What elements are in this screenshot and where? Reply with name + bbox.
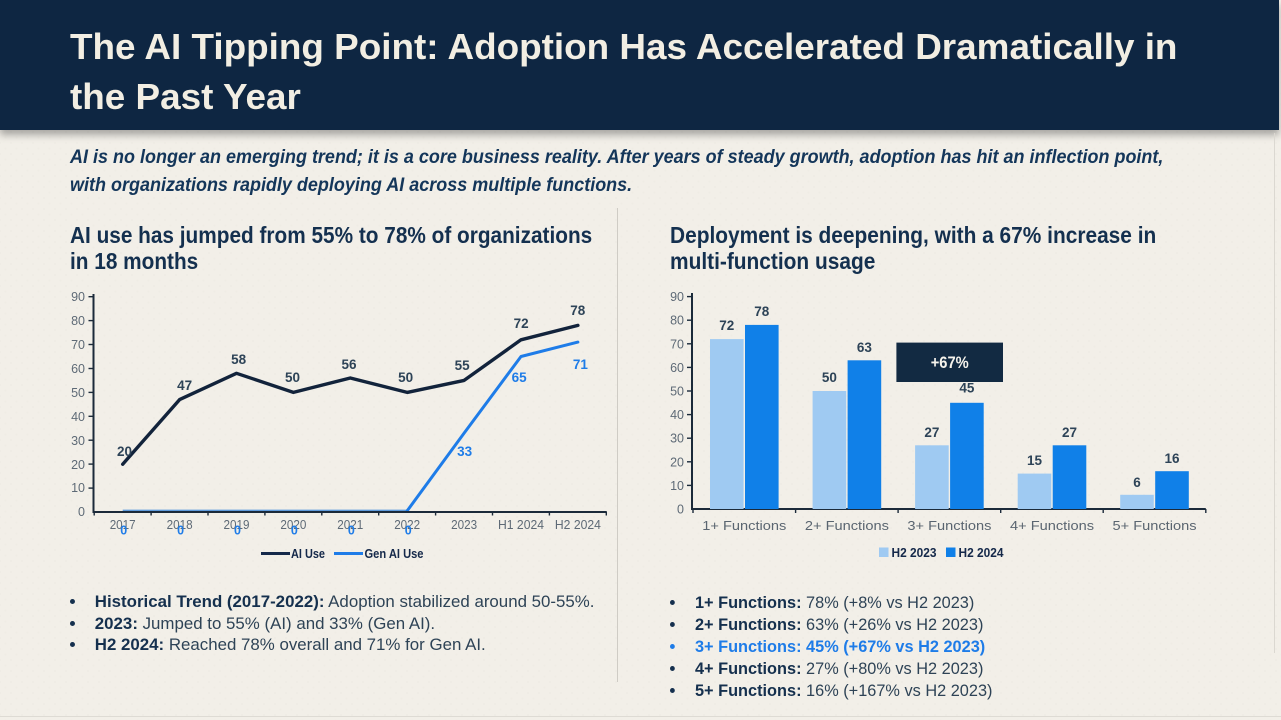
svg-text:60: 60: [670, 361, 684, 375]
svg-text:20: 20: [670, 455, 684, 469]
svg-text:3+ Functions: 3+ Functions: [907, 518, 992, 533]
svg-text:40: 40: [670, 408, 684, 422]
svg-text:AI Use: AI Use: [291, 546, 325, 561]
svg-text:2019: 2019: [224, 518, 250, 532]
svg-text:0: 0: [677, 503, 684, 517]
svg-text:27: 27: [924, 425, 939, 440]
svg-text:80: 80: [71, 314, 85, 328]
svg-text:30: 30: [71, 434, 85, 448]
svg-text:60: 60: [71, 362, 85, 376]
svg-text:58: 58: [231, 352, 247, 367]
svg-text:2018: 2018: [167, 518, 193, 532]
svg-text:70: 70: [670, 337, 684, 351]
svg-text:16: 16: [1164, 451, 1180, 466]
svg-text:90: 90: [71, 290, 85, 304]
svg-text:0: 0: [234, 524, 241, 538]
svg-text:56: 56: [341, 357, 357, 372]
svg-text:70: 70: [71, 338, 85, 352]
svg-text:45: 45: [959, 381, 975, 396]
svg-text:50: 50: [398, 370, 413, 385]
svg-text:+67%: +67%: [931, 354, 969, 372]
svg-text:2021: 2021: [337, 518, 363, 532]
svg-text:90: 90: [670, 290, 684, 304]
svg-text:H2 2024: H2 2024: [555, 518, 601, 532]
svg-text:0: 0: [348, 524, 355, 538]
svg-text:1+ Functions: 1+ Functions: [702, 518, 787, 533]
svg-text:2+ Functions: 2+ Functions: [805, 518, 890, 533]
svg-text:H2 2023: H2 2023: [892, 545, 937, 560]
svg-text:72: 72: [719, 318, 734, 333]
svg-text:2020: 2020: [280, 518, 306, 532]
svg-text:71: 71: [573, 357, 589, 372]
svg-text:2023: 2023: [451, 518, 477, 532]
svg-text:H2 2024: H2 2024: [959, 545, 1005, 560]
svg-text:H1 2024: H1 2024: [498, 518, 544, 532]
svg-text:33: 33: [457, 444, 473, 459]
svg-text:63: 63: [857, 340, 873, 355]
svg-text:0: 0: [120, 524, 127, 538]
svg-text:20: 20: [71, 458, 85, 472]
svg-text:50: 50: [71, 386, 85, 400]
svg-text:10: 10: [71, 481, 85, 495]
svg-text:Gen AI Use: Gen AI Use: [365, 546, 424, 561]
svg-text:80: 80: [670, 314, 684, 328]
svg-text:0: 0: [405, 524, 412, 538]
svg-text:30: 30: [670, 432, 684, 446]
svg-text:27: 27: [1062, 425, 1077, 440]
svg-text:50: 50: [822, 370, 837, 385]
svg-text:15: 15: [1027, 453, 1043, 468]
svg-text:40: 40: [71, 410, 85, 424]
svg-text:6: 6: [1133, 475, 1141, 490]
svg-text:0: 0: [291, 524, 298, 538]
svg-text:78: 78: [754, 304, 770, 319]
svg-text:10: 10: [670, 479, 684, 493]
svg-text:2022: 2022: [394, 518, 420, 532]
svg-text:0: 0: [177, 524, 184, 538]
svg-text:50: 50: [670, 385, 684, 399]
svg-text:4+ Functions: 4+ Functions: [1010, 518, 1095, 533]
svg-text:0: 0: [78, 505, 85, 519]
svg-text:2017: 2017: [110, 518, 136, 532]
svg-text:20: 20: [117, 444, 132, 459]
svg-text:72: 72: [514, 316, 529, 331]
svg-text:5+ Functions: 5+ Functions: [1113, 518, 1198, 533]
svg-text:50: 50: [285, 370, 300, 385]
svg-text:55: 55: [455, 358, 471, 373]
svg-text:65: 65: [512, 370, 528, 385]
svg-text:47: 47: [177, 378, 192, 393]
svg-text:78: 78: [570, 303, 586, 318]
